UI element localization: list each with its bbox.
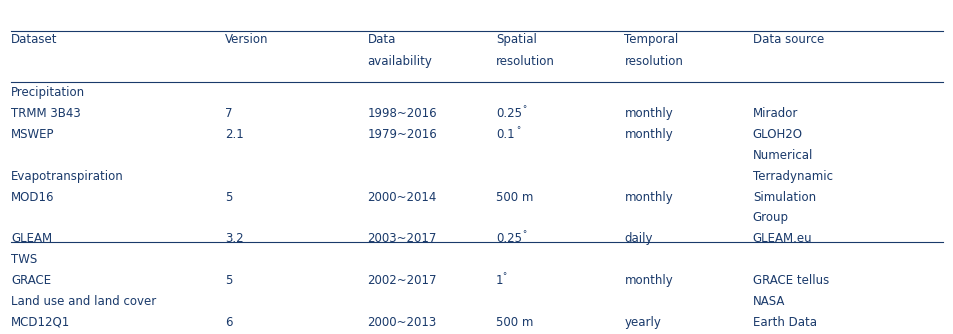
Text: MSWEP: MSWEP: [10, 128, 54, 141]
Text: 1998~2016: 1998~2016: [367, 107, 436, 120]
Text: Data source: Data source: [752, 32, 823, 45]
Text: monthly: monthly: [624, 107, 673, 120]
Text: 2.1: 2.1: [225, 128, 243, 141]
Text: NASA: NASA: [752, 295, 784, 308]
Text: Data: Data: [367, 32, 395, 45]
Text: °: °: [522, 230, 526, 239]
Text: Earth Data: Earth Data: [752, 316, 816, 329]
Text: Mirador: Mirador: [752, 107, 798, 120]
Text: Dataset: Dataset: [10, 32, 57, 45]
Text: GLEAM.eu: GLEAM.eu: [752, 232, 812, 245]
Text: TRMM 3B43: TRMM 3B43: [10, 107, 81, 120]
Text: 3.2: 3.2: [225, 232, 243, 245]
Text: availability: availability: [367, 54, 432, 67]
Text: 2002~2017: 2002~2017: [367, 274, 436, 287]
Text: °: °: [516, 126, 519, 135]
Text: Land use and land cover: Land use and land cover: [10, 295, 156, 308]
Text: GLEAM: GLEAM: [10, 232, 52, 245]
Text: 500 m: 500 m: [496, 191, 533, 203]
Text: 0.25: 0.25: [496, 107, 521, 120]
Text: TWS: TWS: [10, 253, 37, 266]
Text: Evapotranspiration: Evapotranspiration: [10, 170, 124, 183]
Text: 7: 7: [225, 107, 233, 120]
Text: 500 m: 500 m: [496, 316, 533, 329]
Text: 5: 5: [225, 191, 233, 203]
Text: 6: 6: [225, 316, 233, 329]
Text: 5: 5: [225, 274, 233, 287]
Text: GRACE tellus: GRACE tellus: [752, 274, 828, 287]
Text: resolution: resolution: [624, 54, 682, 67]
Text: GLOH2O: GLOH2O: [752, 128, 802, 141]
Text: Simulation: Simulation: [752, 191, 815, 203]
Text: monthly: monthly: [624, 191, 673, 203]
Text: MCD12Q1: MCD12Q1: [10, 316, 71, 329]
Text: Temporal: Temporal: [624, 32, 678, 45]
Text: Version: Version: [225, 32, 268, 45]
Text: daily: daily: [624, 232, 652, 245]
Text: monthly: monthly: [624, 274, 673, 287]
Text: yearly: yearly: [624, 316, 660, 329]
Text: resolution: resolution: [496, 54, 555, 67]
Text: 2000~2013: 2000~2013: [367, 316, 436, 329]
Text: 2000~2014: 2000~2014: [367, 191, 436, 203]
Text: monthly: monthly: [624, 128, 673, 141]
Text: Group: Group: [752, 211, 788, 224]
Text: 2003~2017: 2003~2017: [367, 232, 436, 245]
Text: Spatial: Spatial: [496, 32, 537, 45]
Text: 0.1: 0.1: [496, 128, 514, 141]
Text: 0.25: 0.25: [496, 232, 521, 245]
Text: Terradynamic: Terradynamic: [752, 170, 832, 183]
Text: °: °: [502, 272, 506, 281]
Text: Precipitation: Precipitation: [10, 87, 85, 100]
Text: °: °: [522, 105, 526, 114]
Text: 1979~2016: 1979~2016: [367, 128, 436, 141]
Text: MOD16: MOD16: [10, 191, 54, 203]
Text: 1: 1: [496, 274, 503, 287]
Text: GRACE: GRACE: [10, 274, 51, 287]
Text: Numerical: Numerical: [752, 149, 812, 162]
